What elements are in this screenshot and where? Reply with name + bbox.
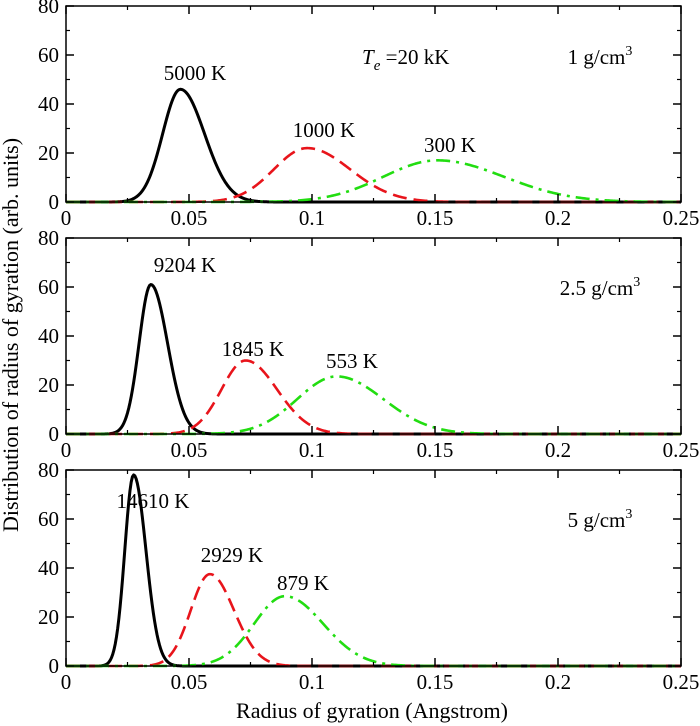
- x-tick-label-1-2: 0.1: [299, 206, 325, 230]
- series-line-2-3: [65, 375, 682, 436]
- x-tick-label-3-2: 0.1: [299, 670, 325, 694]
- y-tick-label-2-4: 80: [38, 226, 59, 250]
- y-tick-label-1-4: 80: [38, 0, 59, 18]
- y-tick-label-3-2: 40: [38, 556, 59, 580]
- y-tick-label-3-1: 20: [38, 605, 59, 629]
- y-tick-label-3-0: 0: [49, 654, 60, 678]
- series-label-3-3: 879 K: [277, 571, 329, 595]
- panel-3: 14610 K 2929 K 879 K 0 0.05 0.1 0.15 0.2 0.25 0 20…: [38, 458, 699, 694]
- x-tick-label-2-1: 0.05: [171, 438, 208, 462]
- y-tick-label-2-1: 20: [38, 373, 59, 397]
- x-tick-label-3-4: 0.2: [545, 670, 571, 694]
- density-label-3: 5 g/cm3: [568, 507, 633, 532]
- series-line-1-1: [65, 87, 682, 204]
- x-tick-label-1-4: 0.2: [545, 206, 571, 230]
- series-label-1-3: 300 K: [424, 133, 476, 157]
- panel-2: 9204 K 1845 K 553 K 0 0.05 0.1 0.15 0.2 0.25 0 20 4…: [38, 226, 699, 462]
- x-tick-label-1-5: 0.25: [663, 206, 700, 230]
- series-label-2-3: 553 K: [326, 349, 378, 373]
- x-tick-label-3-1: 0.05: [171, 670, 208, 694]
- x-tick-label-2-4: 0.2: [545, 438, 571, 462]
- series-line-3-2: [65, 572, 682, 668]
- x-axis-title: Radius of gyration (Angstrom): [236, 698, 508, 723]
- series-label-3-1: 14610 K: [117, 489, 190, 513]
- density-label-2: 2.5 g/cm3: [560, 275, 641, 300]
- y-tick-label-1-1: 20: [38, 141, 59, 165]
- density-label-1: 1 g/cm3: [568, 44, 633, 69]
- x-tick-label-3-5: 0.25: [663, 670, 700, 694]
- y-axis-title: Distribution of radius of gyration (arb.…: [0, 138, 23, 532]
- y-tick-label-3-4: 80: [38, 458, 59, 482]
- series-label-2-2: 1845 K: [222, 337, 284, 361]
- x-tick-label-2-5: 0.25: [663, 438, 700, 462]
- series-label-1-1: 5000 K: [164, 61, 226, 85]
- x-tick-label-1-1: 0.05: [171, 206, 208, 230]
- x-tick-label-3-3: 0.15: [417, 670, 454, 694]
- series-label-1-2: 1000 K: [293, 118, 355, 142]
- y-tick-label-1-0: 0: [49, 190, 60, 214]
- y-tick-label-1-3: 60: [38, 43, 59, 67]
- x-tick-label-2-3: 0.15: [417, 438, 454, 462]
- y-tick-label-2-2: 40: [38, 324, 59, 348]
- x-tick-label-2-2: 0.1: [299, 438, 325, 462]
- y-tick-label-2-3: 60: [38, 275, 59, 299]
- series-label-2-1: 9204 K: [154, 253, 216, 277]
- x-tick-label-3-0: 0: [61, 670, 72, 694]
- series-line-1-3: [65, 159, 682, 204]
- y-tick-label-3-3: 60: [38, 507, 59, 531]
- series-label-3-2: 2929 K: [201, 543, 263, 567]
- panel-1: 5000 K 1000 K 300 K 0 0.05 0.1 0.15 0.2 0.25 0 20 4…: [38, 0, 699, 230]
- electron-temperature-label: Te =20 kK: [362, 45, 449, 74]
- x-tick-label-1-3: 0.15: [417, 206, 454, 230]
- y-tick-label-2-0: 0: [49, 422, 60, 446]
- y-tick-label-1-2: 40: [38, 92, 59, 116]
- x-tick-label-2-0: 0: [61, 438, 72, 462]
- series-line-3-3: [65, 594, 682, 668]
- x-tick-label-1-0: 0: [61, 206, 72, 230]
- panel-frame-1: [65, 5, 682, 203]
- series-line-1-2: [65, 146, 682, 204]
